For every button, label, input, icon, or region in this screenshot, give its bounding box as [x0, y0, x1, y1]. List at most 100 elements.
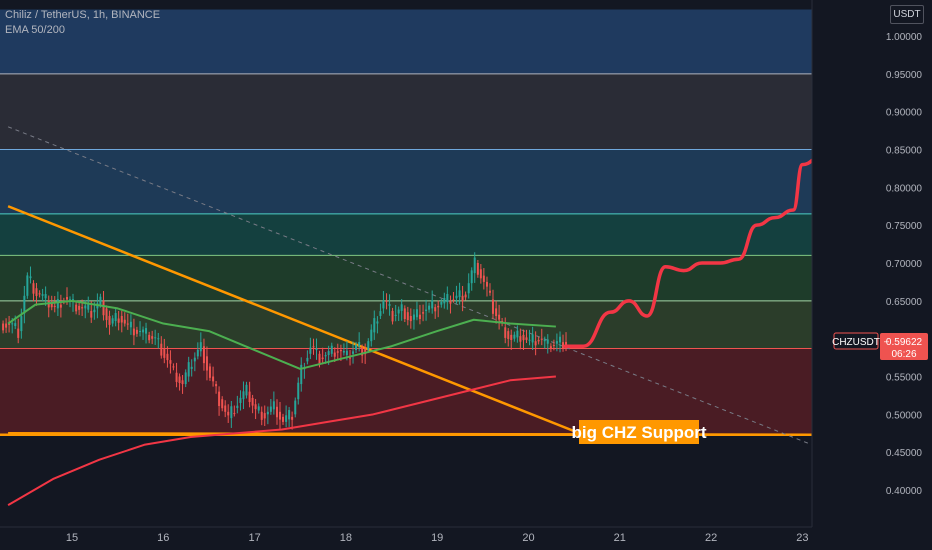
- candle-body: [151, 336, 154, 339]
- symbol-title[interactable]: Chiliz / TetherUS, 1h, BINANCE: [5, 9, 161, 21]
- candle-body: [562, 342, 565, 349]
- date-tick: 16: [157, 532, 169, 544]
- candle-body: [221, 399, 224, 409]
- candle-body: [254, 404, 257, 410]
- candle-body: [26, 275, 29, 296]
- price-tick: 0.50000: [886, 410, 923, 421]
- candle-body: [263, 413, 266, 419]
- candle-body: [403, 308, 406, 319]
- candle-body: [281, 416, 284, 422]
- candle-body: [291, 416, 294, 420]
- candle-body: [306, 357, 309, 362]
- candle-body: [233, 413, 236, 415]
- countdown-text: 06:26: [891, 349, 916, 360]
- candle-body: [294, 400, 297, 415]
- candle-body: [224, 405, 227, 412]
- candle-body: [285, 415, 288, 422]
- time-axis-bg: [0, 527, 932, 550]
- candle-body: [367, 341, 370, 351]
- candle-body: [275, 406, 278, 418]
- candle-body: [5, 323, 8, 328]
- candle-body: [129, 321, 132, 328]
- candle-body: [355, 344, 358, 351]
- candle-body: [202, 346, 205, 364]
- price-tick: 0.55000: [886, 373, 923, 384]
- candle-body: [87, 304, 90, 310]
- candle-body: [321, 357, 324, 360]
- ema-lines: [7, 299, 556, 507]
- candle-body: [391, 310, 394, 322]
- candle-body: [458, 290, 461, 298]
- candle-body: [32, 283, 35, 294]
- candle-body: [345, 350, 348, 356]
- candle-body: [11, 323, 14, 325]
- candle-body: [38, 293, 41, 295]
- candle-body: [507, 331, 510, 339]
- candle-body: [297, 382, 300, 400]
- symbol-tag-text: CHZUSDT: [832, 337, 880, 348]
- candle-body: [361, 347, 364, 356]
- candle-body: [364, 348, 367, 355]
- candle-body: [123, 319, 126, 324]
- candle-body: [443, 298, 446, 304]
- candle-body: [519, 336, 522, 342]
- candle-body: [266, 411, 269, 415]
- candle-body: [135, 329, 138, 334]
- candle-body: [315, 348, 318, 351]
- price-tick: 0.70000: [886, 259, 923, 270]
- candle-body: [488, 290, 491, 293]
- candle-body: [75, 304, 78, 312]
- candle-body: [90, 310, 93, 318]
- support-label[interactable]: big CHZ Support: [571, 420, 707, 444]
- candle-body: [467, 283, 470, 294]
- candle-body: [99, 296, 102, 305]
- candle-body: [339, 350, 342, 352]
- candle-body: [428, 305, 431, 310]
- price-tick: 0.40000: [886, 486, 923, 497]
- price-tick: 0.80000: [886, 183, 923, 194]
- candle-body: [248, 391, 251, 403]
- candle-body: [184, 372, 187, 385]
- candle-body: [145, 328, 148, 334]
- candle-body: [418, 314, 421, 319]
- candle-body: [522, 334, 525, 341]
- candle-body: [373, 318, 376, 333]
- date-tick: 22: [705, 532, 717, 544]
- candle-body: [181, 380, 184, 385]
- price-zone: [0, 149, 812, 214]
- price-tick: 0.75000: [886, 221, 923, 232]
- currency-unit-button[interactable]: USDT: [890, 5, 924, 24]
- candle-body: [491, 299, 494, 314]
- candle-body: [485, 281, 488, 287]
- candle-body: [81, 307, 84, 309]
- price-tick: 0.95000: [886, 70, 923, 81]
- candle-body: [50, 303, 53, 308]
- candle-body: [510, 334, 513, 341]
- price-zone: [0, 255, 812, 301]
- candle-body: [17, 328, 20, 338]
- candle-body: [565, 341, 568, 346]
- candle-body: [498, 314, 501, 320]
- indicator-label[interactable]: EMA 50/200: [5, 24, 65, 36]
- candle-body: [349, 357, 352, 359]
- candle-body: [257, 406, 260, 411]
- candle-body: [543, 339, 546, 342]
- candle-body: [549, 346, 552, 350]
- candle-body: [227, 411, 230, 416]
- candle-body: [379, 311, 382, 316]
- candle-body: [172, 366, 175, 368]
- candle-body: [464, 294, 467, 298]
- candle-body: [513, 334, 516, 339]
- candle-body: [230, 406, 233, 419]
- candle-body: [163, 348, 166, 358]
- date-tick: 18: [340, 532, 352, 544]
- candle-body: [8, 323, 11, 325]
- candle-body: [245, 384, 248, 396]
- price-tick: 0.45000: [886, 448, 923, 459]
- candle-body: [288, 410, 291, 420]
- date-tick: 20: [522, 532, 534, 544]
- candle-body: [461, 295, 464, 302]
- candle-body: [400, 304, 403, 311]
- candle-body: [397, 309, 400, 314]
